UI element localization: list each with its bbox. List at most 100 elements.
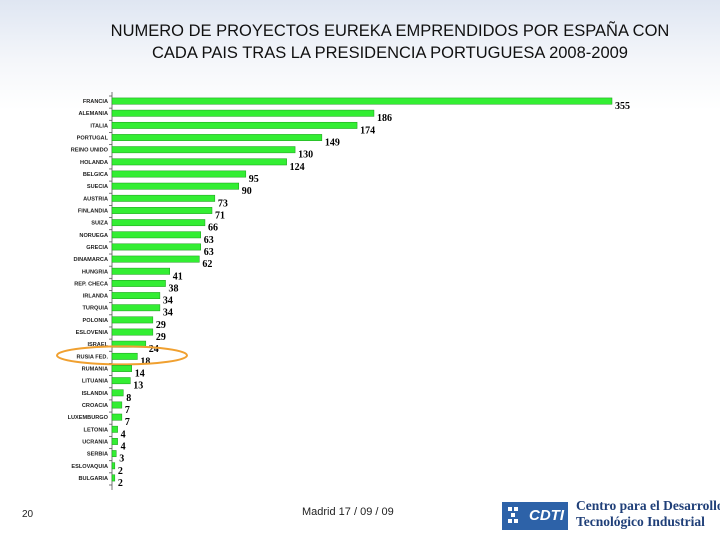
- highlight-ellipse: [56, 345, 188, 366]
- bar: [111, 146, 296, 154]
- value-label: 73: [218, 198, 228, 209]
- category-label: HUNGRIA: [82, 269, 108, 275]
- value-label: 7: [125, 417, 130, 428]
- bar: [111, 243, 201, 251]
- category-label: GRECIA: [86, 245, 108, 251]
- value-label: 24: [149, 344, 159, 355]
- category-label: ESLOVENIA: [76, 330, 108, 336]
- category-label: AUSTRIA: [83, 196, 108, 202]
- category-label: REP. CHECA: [74, 281, 108, 287]
- bar: [111, 97, 613, 105]
- bar: [111, 413, 123, 421]
- value-label: 95: [249, 174, 259, 185]
- value-label: 71: [215, 210, 225, 221]
- cdti-name-line-1: Centro para el Desarrollo: [576, 498, 720, 513]
- category-label: BELGICA: [83, 172, 108, 178]
- bar: [111, 438, 118, 445]
- title-line-1: NUMERO DE PROYECTOS EUREKA EMPRENDIDOS P…: [110, 22, 670, 40]
- category-label: NORUEGA: [79, 233, 108, 239]
- bar: [111, 389, 124, 397]
- category-label: RUMANIA: [82, 367, 108, 373]
- bar: [111, 328, 154, 336]
- value-label: 3: [119, 454, 124, 465]
- value-label: 63: [204, 247, 214, 258]
- value-label: 63: [204, 235, 214, 246]
- cdti-full-name: Centro para el Desarrollo Tecnológico In…: [576, 498, 720, 530]
- chart-title: NUMERO DE PROYECTOS EUREKA EMPRENDIDOS P…: [60, 20, 720, 64]
- category-label: PORTUGAL: [77, 136, 109, 142]
- value-label: 7: [125, 405, 130, 416]
- category-label: REINO UNIDO: [71, 148, 109, 154]
- bar: [111, 304, 161, 312]
- bar: [111, 474, 116, 482]
- bar: [111, 207, 213, 214]
- bar: [111, 450, 117, 458]
- category-label: SUIZA: [91, 221, 108, 227]
- bar: [111, 401, 123, 409]
- value-label: 355: [615, 101, 630, 112]
- value-label: 2: [118, 478, 123, 489]
- category-label: FRANCIA: [83, 99, 108, 105]
- category-label: ALEMANIA: [78, 111, 108, 117]
- value-label: 174: [360, 125, 375, 136]
- category-label: ITALIA: [90, 123, 108, 129]
- value-label: 8: [126, 393, 131, 404]
- category-label: BULGARIA: [78, 476, 108, 482]
- category-label: SERBIA: [87, 452, 108, 458]
- title-line-2: CADA PAIS TRAS LA PRESIDENCIA PORTUGUESA…: [152, 44, 628, 62]
- value-label: 38: [169, 283, 179, 294]
- bar: [111, 170, 247, 178]
- bar: [111, 134, 323, 141]
- value-label: 4: [121, 441, 126, 452]
- category-label: CROACIA: [82, 403, 108, 409]
- bar: [111, 316, 154, 324]
- value-label: 14: [135, 369, 145, 380]
- category-label: LITUANIA: [82, 379, 108, 385]
- value-label: 13: [133, 381, 143, 392]
- category-label: HOLANDA: [80, 160, 108, 166]
- bar: [111, 182, 240, 190]
- bar: [111, 231, 201, 239]
- value-label: 41: [173, 271, 183, 282]
- bar: [111, 425, 118, 433]
- bar-chart: FRANCIA 355 ALEMANIA 186 ITALIA 174 PORTUGAL 14…: [56, 92, 630, 490]
- bar: [111, 365, 132, 372]
- bar: [111, 377, 131, 385]
- cdti-logo: CDTI Centro para el Desarrollo Tecnológi…: [502, 498, 720, 534]
- footer-location-date: Madrid 17 / 09 / 09: [302, 506, 394, 518]
- bar: [111, 462, 116, 470]
- category-label: LUXEMBURGO: [68, 415, 109, 421]
- bar: [111, 255, 200, 263]
- value-label: 186: [377, 113, 392, 124]
- bar: [111, 267, 170, 275]
- bar: [111, 109, 375, 117]
- value-label: 66: [208, 223, 218, 234]
- bar: [111, 292, 161, 299]
- category-label: DINAMARCA: [74, 257, 109, 263]
- category-label: RUSIA FED.: [77, 354, 109, 360]
- value-label: 62: [202, 259, 212, 270]
- value-label: 34: [163, 308, 173, 319]
- value-label: 90: [242, 186, 252, 197]
- category-label: TURQUIA: [83, 306, 108, 312]
- value-label: 34: [163, 296, 173, 307]
- value-label: 29: [156, 320, 166, 331]
- bar: [111, 352, 138, 360]
- value-label: 18: [140, 356, 150, 367]
- category-label: FINLANDIA: [78, 208, 108, 214]
- category-label: IRLANDA: [83, 294, 108, 300]
- logo-dots-icon: [508, 507, 522, 525]
- category-label: ESLOVAQUIA: [71, 464, 108, 470]
- category-label: UCRANIA: [82, 439, 108, 445]
- bar: [111, 158, 287, 166]
- category-label: POLONIA: [83, 318, 108, 324]
- value-label: 124: [290, 162, 305, 173]
- value-label: 149: [325, 138, 340, 149]
- category-label: ISRAEL: [87, 342, 108, 348]
- category-label: LETONIA: [84, 427, 108, 433]
- value-label: 4: [121, 429, 126, 440]
- value-label: 2: [118, 466, 123, 477]
- bar: [111, 121, 358, 129]
- value-label: 29: [156, 332, 166, 343]
- bar: [111, 194, 216, 202]
